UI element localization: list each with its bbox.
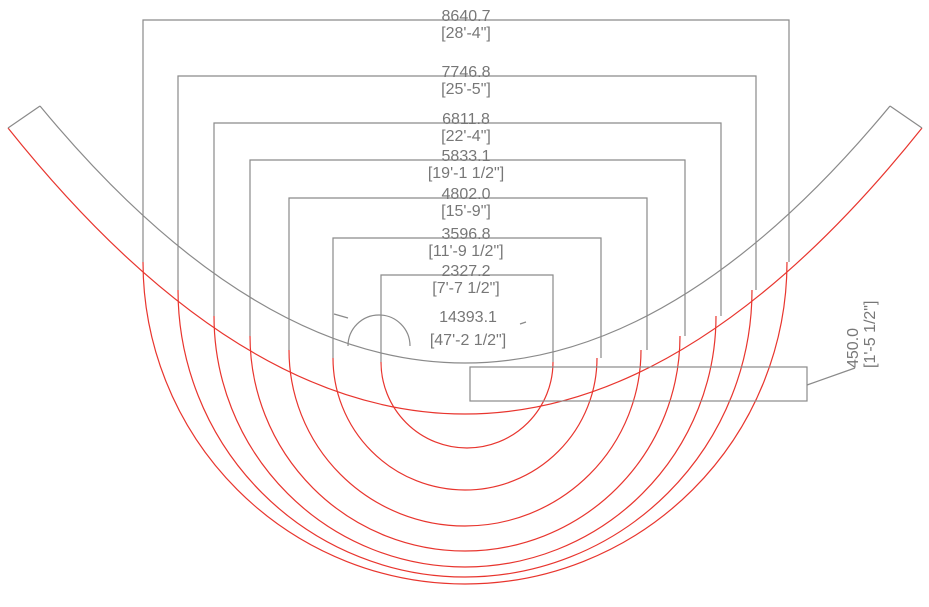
arc-length-metric: 14393.1 bbox=[439, 309, 497, 326]
semicircle-4 bbox=[249, 335, 681, 552]
outer-band-inner-edge bbox=[39, 105, 891, 364]
thickness-label: 450.0 [1'-5 1/2"] bbox=[845, 301, 879, 368]
dim-7746-imperial: [25'-5"] bbox=[441, 81, 491, 98]
dim-8640-metric: 8640.7 bbox=[442, 8, 491, 25]
arc-leader-right bbox=[519, 321, 527, 325]
semicircle-1 bbox=[142, 261, 788, 585]
thickness-metric: 450.0 bbox=[845, 328, 862, 368]
dim-2327-metric: 2327.2 bbox=[442, 263, 491, 280]
dim-3596-metric: 3596.8 bbox=[442, 226, 491, 243]
thickness-rect bbox=[469, 366, 808, 402]
arc-length-imperial: [47'-2 1/2"] bbox=[430, 332, 506, 349]
dim-bracket-7746 bbox=[177, 75, 757, 290]
semicircle-6 bbox=[332, 357, 598, 491]
dim-6811-imperial: [22'-4"] bbox=[441, 128, 491, 145]
dim-4802-imperial: [15'-9"] bbox=[441, 203, 491, 220]
dim-bracket-3596 bbox=[332, 237, 602, 358]
dim-3596-imperial: [11'-9 1/2"] bbox=[428, 243, 503, 260]
dim-bracket-6811 bbox=[213, 122, 722, 316]
semicircle-7 bbox=[380, 361, 554, 449]
semicircle-5 bbox=[288, 349, 642, 527]
dim-6811-metric: 6811.8 bbox=[442, 111, 490, 128]
dim-4802-metric: 4802.0 bbox=[442, 186, 491, 203]
semicircle-3 bbox=[213, 315, 717, 568]
dim-5833-imperial: [19'-1 1/2"] bbox=[428, 165, 504, 182]
semicircle-2 bbox=[177, 289, 753, 578]
thickness-imperial: [1'-5 1/2"] bbox=[862, 301, 879, 368]
arc-leader-left bbox=[333, 313, 349, 319]
dim-7746-metric: 7746.8 bbox=[442, 64, 491, 81]
dim-2327-imperial: [7'-7 1/2"] bbox=[432, 280, 499, 297]
dim-8640-imperial: [28'-4"] bbox=[441, 25, 491, 42]
dim-bracket-5833 bbox=[249, 159, 686, 336]
band-left-end bbox=[7, 105, 41, 129]
band-right-end bbox=[889, 105, 923, 129]
dim-bracket-4802 bbox=[288, 197, 648, 350]
dim-bracket-2327 bbox=[380, 274, 554, 362]
thickness-leader bbox=[806, 367, 856, 386]
dim-bracket-8640 bbox=[142, 19, 790, 262]
dim-5833-metric: 5833.1 bbox=[442, 148, 491, 165]
arc-marker bbox=[347, 314, 411, 347]
